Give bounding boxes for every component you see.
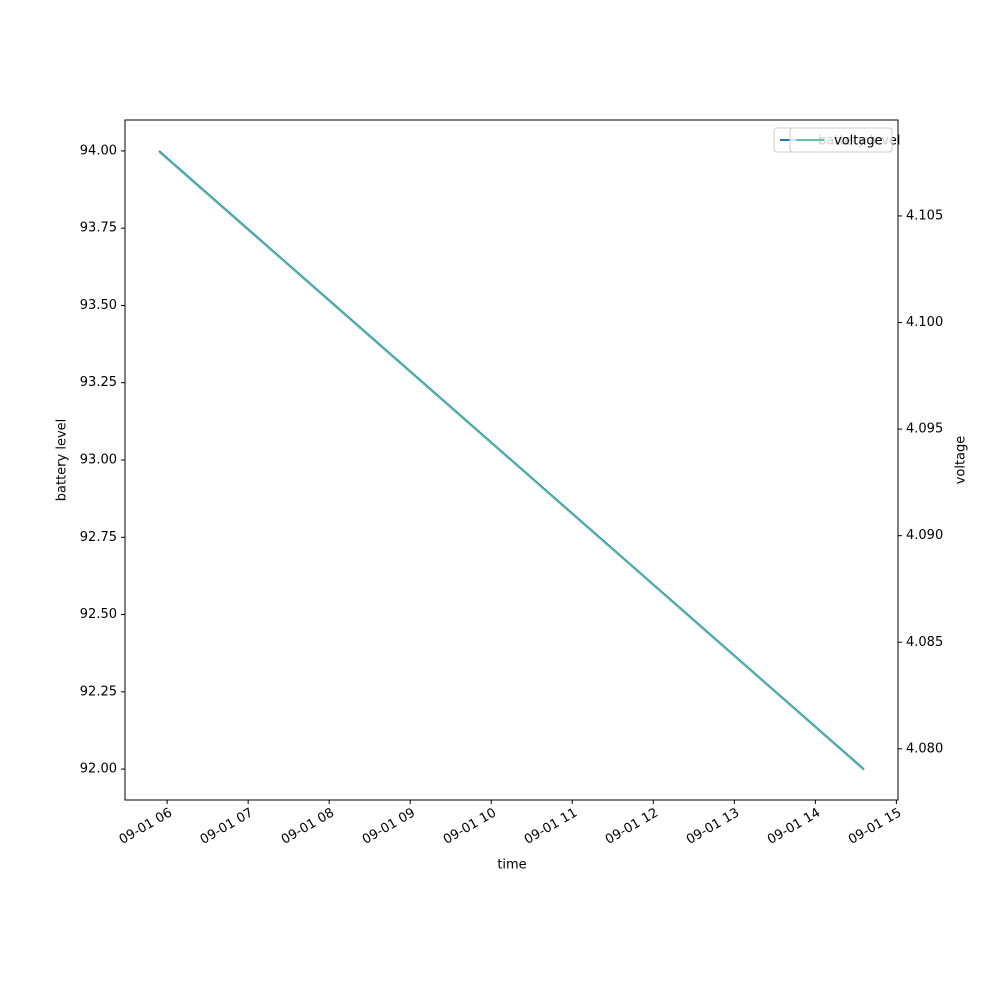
x-axis-label: time [497, 858, 526, 873]
y-tick-label: 93.50 [80, 298, 117, 313]
y-tick-label: 92.00 [80, 762, 117, 777]
x-tick-label: 09-01 10 [441, 806, 499, 848]
y2-tick-label: 4.095 [906, 422, 943, 437]
series-line [158, 150, 865, 770]
y-tick-label: 92.50 [80, 607, 117, 622]
x-tick-label: 09-01 06 [117, 806, 175, 848]
y-tick-label: 93.00 [80, 453, 117, 468]
y-tick-label: 92.25 [80, 684, 117, 699]
y2-tick-label: 4.080 [906, 741, 943, 756]
y-tick-label: 93.25 [80, 375, 117, 390]
x-tick-label: 09-01 15 [846, 806, 904, 848]
y2-tick-label: 4.090 [906, 528, 943, 543]
x-tick-label: 09-01 14 [765, 806, 823, 848]
y2-tick-label: 4.100 [906, 315, 943, 330]
y-tick-label: 94.00 [80, 143, 117, 158]
plot-frame [124, 119, 899, 801]
y-tick-label: 92.75 [80, 530, 117, 545]
legend-box [789, 127, 893, 153]
y-axis-label: battery level [55, 419, 70, 502]
x-tick-label: 09-01 07 [198, 806, 256, 848]
x-tick-label: 09-01 13 [684, 806, 742, 848]
y-tick-label: 93.75 [80, 221, 117, 236]
x-tick-label: 09-01 08 [279, 806, 337, 848]
x-tick-label: 09-01 09 [360, 806, 418, 848]
y2-tick-label: 4.105 [906, 208, 943, 223]
series-line [158, 151, 865, 771]
x-tick-label: 09-01 11 [522, 806, 580, 848]
y2-tick-label: 4.085 [906, 635, 943, 650]
y2-axis-label: voltage [954, 436, 969, 485]
legend-label: voltage [834, 134, 883, 149]
x-tick-label: 09-01 12 [603, 806, 661, 848]
